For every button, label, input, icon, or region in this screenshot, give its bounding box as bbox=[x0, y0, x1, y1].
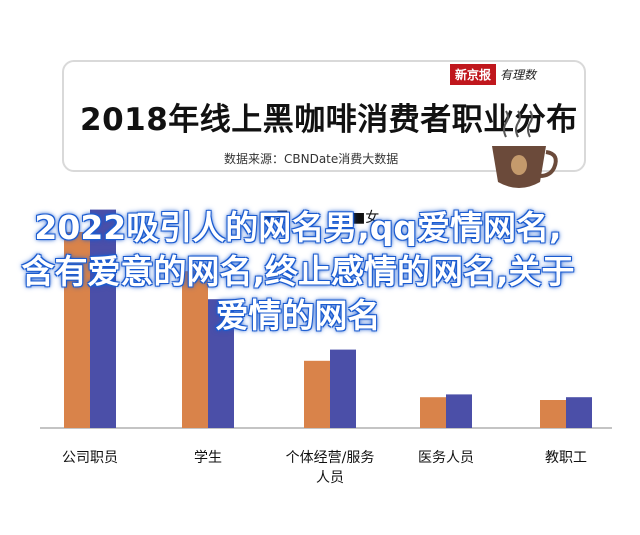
x-tick-label: 教职工 bbox=[545, 450, 587, 466]
data-source: 数据来源：CBNDate消费大数据 bbox=[224, 152, 399, 166]
legend-entry: ■男 bbox=[262, 210, 289, 226]
brand-badge: 新京报 bbox=[450, 64, 497, 85]
x-tick-label: 人员 bbox=[316, 470, 344, 486]
coffee-cup-icon bbox=[492, 110, 558, 188]
bar-series1-3 bbox=[304, 360, 330, 428]
bar-series1-2 bbox=[182, 271, 208, 428]
x-tick-label: 医务人员 bbox=[418, 450, 474, 466]
x-tick-label: 公司职员 bbox=[62, 450, 118, 466]
bar-series2-5 bbox=[566, 397, 592, 428]
brand-sub: 有理数 bbox=[500, 68, 537, 82]
brand-logo: 新京报 有理数 bbox=[450, 64, 536, 85]
bar-series2-3 bbox=[330, 349, 356, 428]
overlay-caption: 2022吸引人的网名男,qq爱情网名,含有爱意的网名,终止感情的网名,关于爱情的… bbox=[21, 208, 575, 335]
bar-series1-4 bbox=[420, 397, 446, 428]
header-panel bbox=[62, 60, 586, 172]
x-tick-label: 个体经营/服务 bbox=[286, 450, 375, 466]
x-tick-label: 学生 bbox=[194, 450, 222, 466]
chart-title: 2018年线上黑咖啡消费者职业分布 bbox=[80, 102, 578, 138]
bar-series2-4 bbox=[446, 394, 472, 428]
bar-series2-2 bbox=[208, 299, 234, 428]
bar-series1-1 bbox=[64, 232, 90, 428]
bar-series1-5 bbox=[540, 400, 566, 428]
legend-entry: ■女 bbox=[352, 209, 379, 226]
bar-series2-1 bbox=[90, 209, 116, 428]
